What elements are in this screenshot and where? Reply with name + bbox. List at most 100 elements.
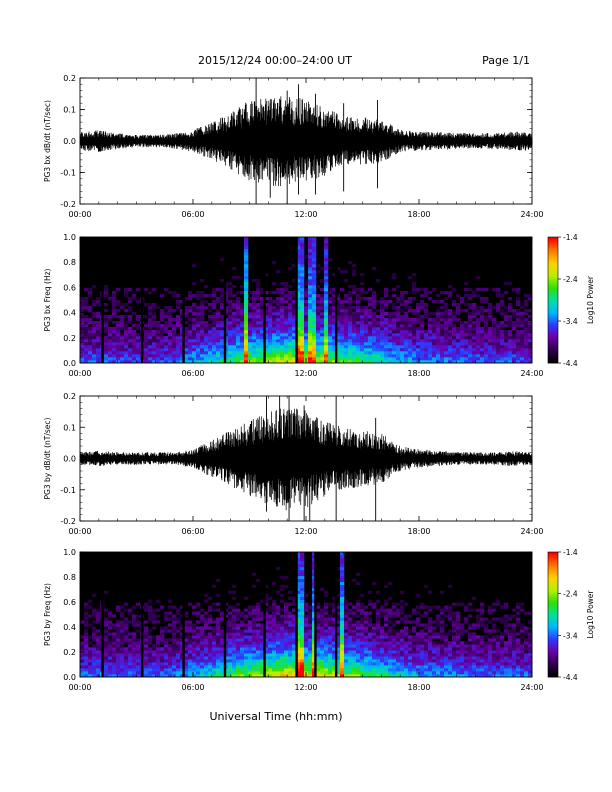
spectrogram-cell (188, 602, 193, 606)
spectrogram-cell (384, 671, 389, 675)
spectrogram-cell (408, 650, 413, 654)
spectrogram-cell (208, 638, 213, 642)
spectrogram-cell (340, 557, 345, 562)
spectrogram-cell (200, 279, 205, 283)
spectrogram-cell (128, 354, 133, 358)
spectrogram-cell (372, 653, 377, 657)
x-tick-label: 12:00 (294, 210, 317, 219)
spectrogram-cell (116, 315, 121, 319)
spectrogram-cell (328, 653, 333, 657)
spectrogram-cell (312, 572, 317, 577)
spectrogram-cell (112, 668, 117, 672)
spectrogram-cell (80, 354, 85, 358)
spectrogram-cell (396, 354, 401, 358)
spectrogram-cell (476, 324, 481, 328)
spectrogram-cell (132, 623, 137, 627)
spectrogram-cell (192, 348, 197, 352)
spectrogram-cell (432, 641, 437, 645)
spectrogram-cell (428, 650, 433, 654)
spectrogram-cell (408, 635, 413, 639)
spectrogram-cell (484, 333, 489, 337)
spectrogram-cell (144, 336, 149, 340)
spectrogram-cell (372, 665, 377, 669)
spectrogram-cell (296, 246, 301, 250)
spectrogram-cell (308, 626, 313, 630)
spectrogram-cell (344, 656, 349, 660)
spectrogram-cell (516, 339, 521, 343)
spectrogram-cell (404, 300, 409, 304)
spectrogram-cell (216, 327, 221, 331)
spectrogram-cell (384, 632, 389, 636)
spectrogram-cell (132, 297, 137, 301)
spectrogram-cell (248, 647, 253, 651)
spectrogram-cell (340, 348, 345, 352)
spectrogram-cell (116, 339, 121, 343)
spectrogram-cell (288, 324, 293, 328)
spectrogram-cell (240, 351, 245, 355)
spectrogram-cell (384, 294, 389, 298)
spectrogram-cell (96, 330, 101, 334)
spectrogram-cell (148, 324, 153, 328)
spectrogram-cell (240, 315, 245, 319)
spectrogram-cell (104, 342, 109, 346)
spectrogram-cell (272, 662, 277, 666)
spectrogram-cell (268, 330, 273, 334)
spectrogram-cell (280, 575, 285, 580)
spectrogram-cell (400, 294, 405, 298)
spectrogram-cell (128, 360, 133, 364)
spectrogram-cell (488, 342, 493, 346)
spectrogram-cell (256, 324, 261, 328)
spectrogram-cell (376, 671, 381, 675)
spectrogram-cell (316, 668, 321, 672)
spectrogram-cell (228, 330, 233, 334)
spectrogram-cell (280, 354, 285, 358)
spectrogram-cell (420, 351, 425, 355)
spectrogram-cell (312, 288, 317, 292)
spectrogram-cell (360, 339, 365, 343)
spectrogram-cell (392, 650, 397, 654)
spectrogram-cell (212, 656, 217, 660)
spectrogram-cell (280, 650, 285, 654)
spectrogram-cell (360, 662, 365, 666)
spectrogram-cell (216, 617, 221, 621)
spectrogram-cell (276, 288, 281, 292)
spectrogram-cell (340, 596, 345, 600)
spectrogram-cell (496, 357, 501, 361)
spectrogram-cell (344, 294, 349, 298)
spectrogram-cell (236, 327, 241, 331)
spectrogram-cell (472, 315, 477, 319)
spectrogram-cell (256, 327, 261, 331)
spectrogram-cell (264, 584, 269, 589)
spectrogram-cell (304, 288, 309, 292)
spectrogram-cell (332, 641, 337, 645)
spectrogram-cell (340, 650, 345, 654)
spectrogram-cell (232, 674, 237, 678)
spectrogram-cell (356, 342, 361, 346)
spectrogram-cell (436, 605, 441, 609)
spectrogram-cell (104, 336, 109, 340)
spectrogram-cell (312, 668, 317, 672)
spectrogram-cell (516, 333, 521, 337)
spectrogram-cell (264, 342, 269, 346)
spectrogram-cell (312, 348, 317, 352)
spectrogram-cell (132, 644, 137, 648)
spectrogram-cell (376, 315, 381, 319)
spectrogram-cell (216, 315, 221, 319)
spectrogram-cell (180, 605, 185, 609)
spectrogram-cell (292, 345, 297, 349)
spectrogram-cell (376, 351, 381, 355)
spectrogram-cell (108, 638, 113, 642)
spectrogram-cell (400, 629, 405, 633)
spectrogram-cell (156, 354, 161, 358)
spectrogram-cell (408, 659, 413, 663)
spectrogram-cell (440, 659, 445, 663)
spectrogram-cell (356, 351, 361, 355)
spectrogram-cell (316, 629, 321, 633)
spectrogram-cell (116, 629, 121, 633)
spectrogram-cell (160, 312, 165, 316)
spectrogram-cell (288, 620, 293, 624)
spectrogram-cell (312, 327, 317, 331)
spectrogram-cell (168, 306, 173, 310)
spectrogram-cell (80, 324, 85, 328)
spectrogram-cell (296, 668, 301, 672)
